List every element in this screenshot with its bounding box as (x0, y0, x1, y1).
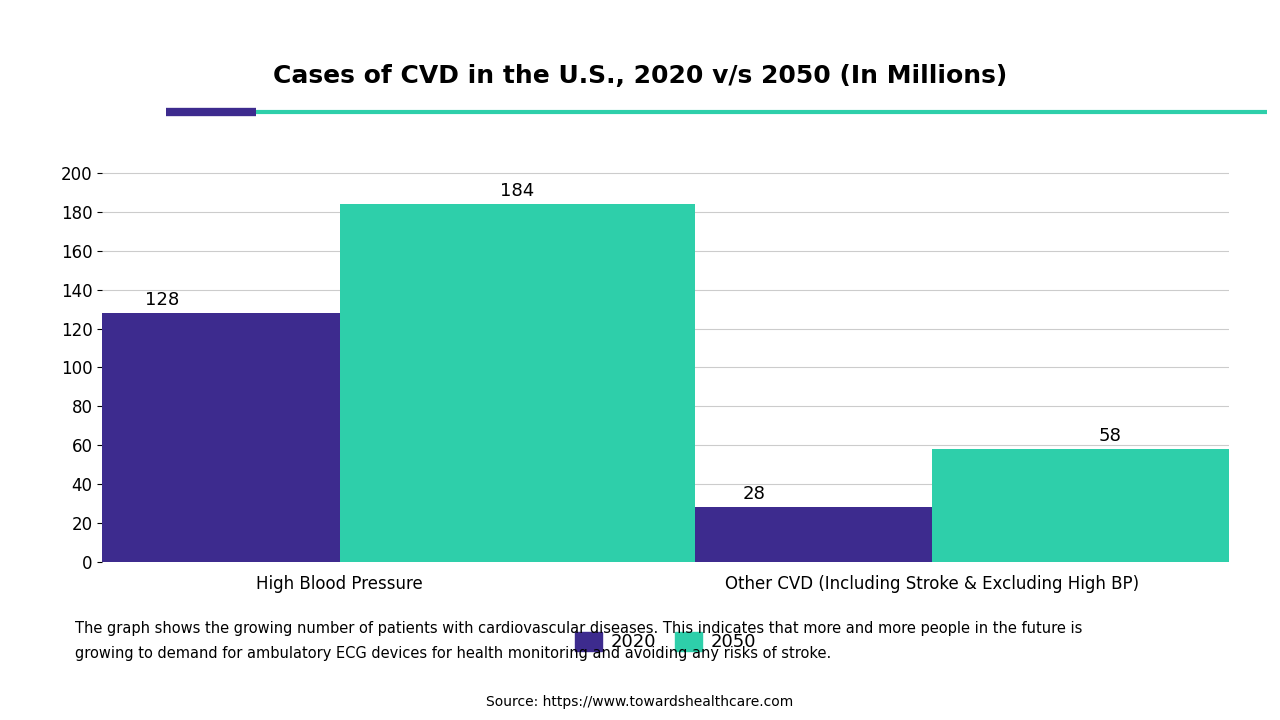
Text: 128: 128 (145, 291, 179, 309)
Text: 184: 184 (500, 182, 535, 200)
Text: Source: https://www.towardshealthcare.com: Source: https://www.towardshealthcare.co… (486, 695, 794, 709)
Bar (0, 313, 339, 562)
Text: The graph shows the growing number of patients with cardiovascular diseases. Thi: The graph shows the growing number of pa… (74, 621, 1082, 661)
Text: 58: 58 (1098, 427, 1121, 445)
Text: 28: 28 (744, 485, 765, 503)
Bar (932, 449, 1280, 562)
Legend: 2020, 2050: 2020, 2050 (568, 625, 763, 659)
Bar (577, 507, 932, 562)
Bar (339, 204, 695, 562)
Text: Cases of CVD in the U.S., 2020 v/s 2050 (In Millions): Cases of CVD in the U.S., 2020 v/s 2050 … (273, 63, 1007, 88)
